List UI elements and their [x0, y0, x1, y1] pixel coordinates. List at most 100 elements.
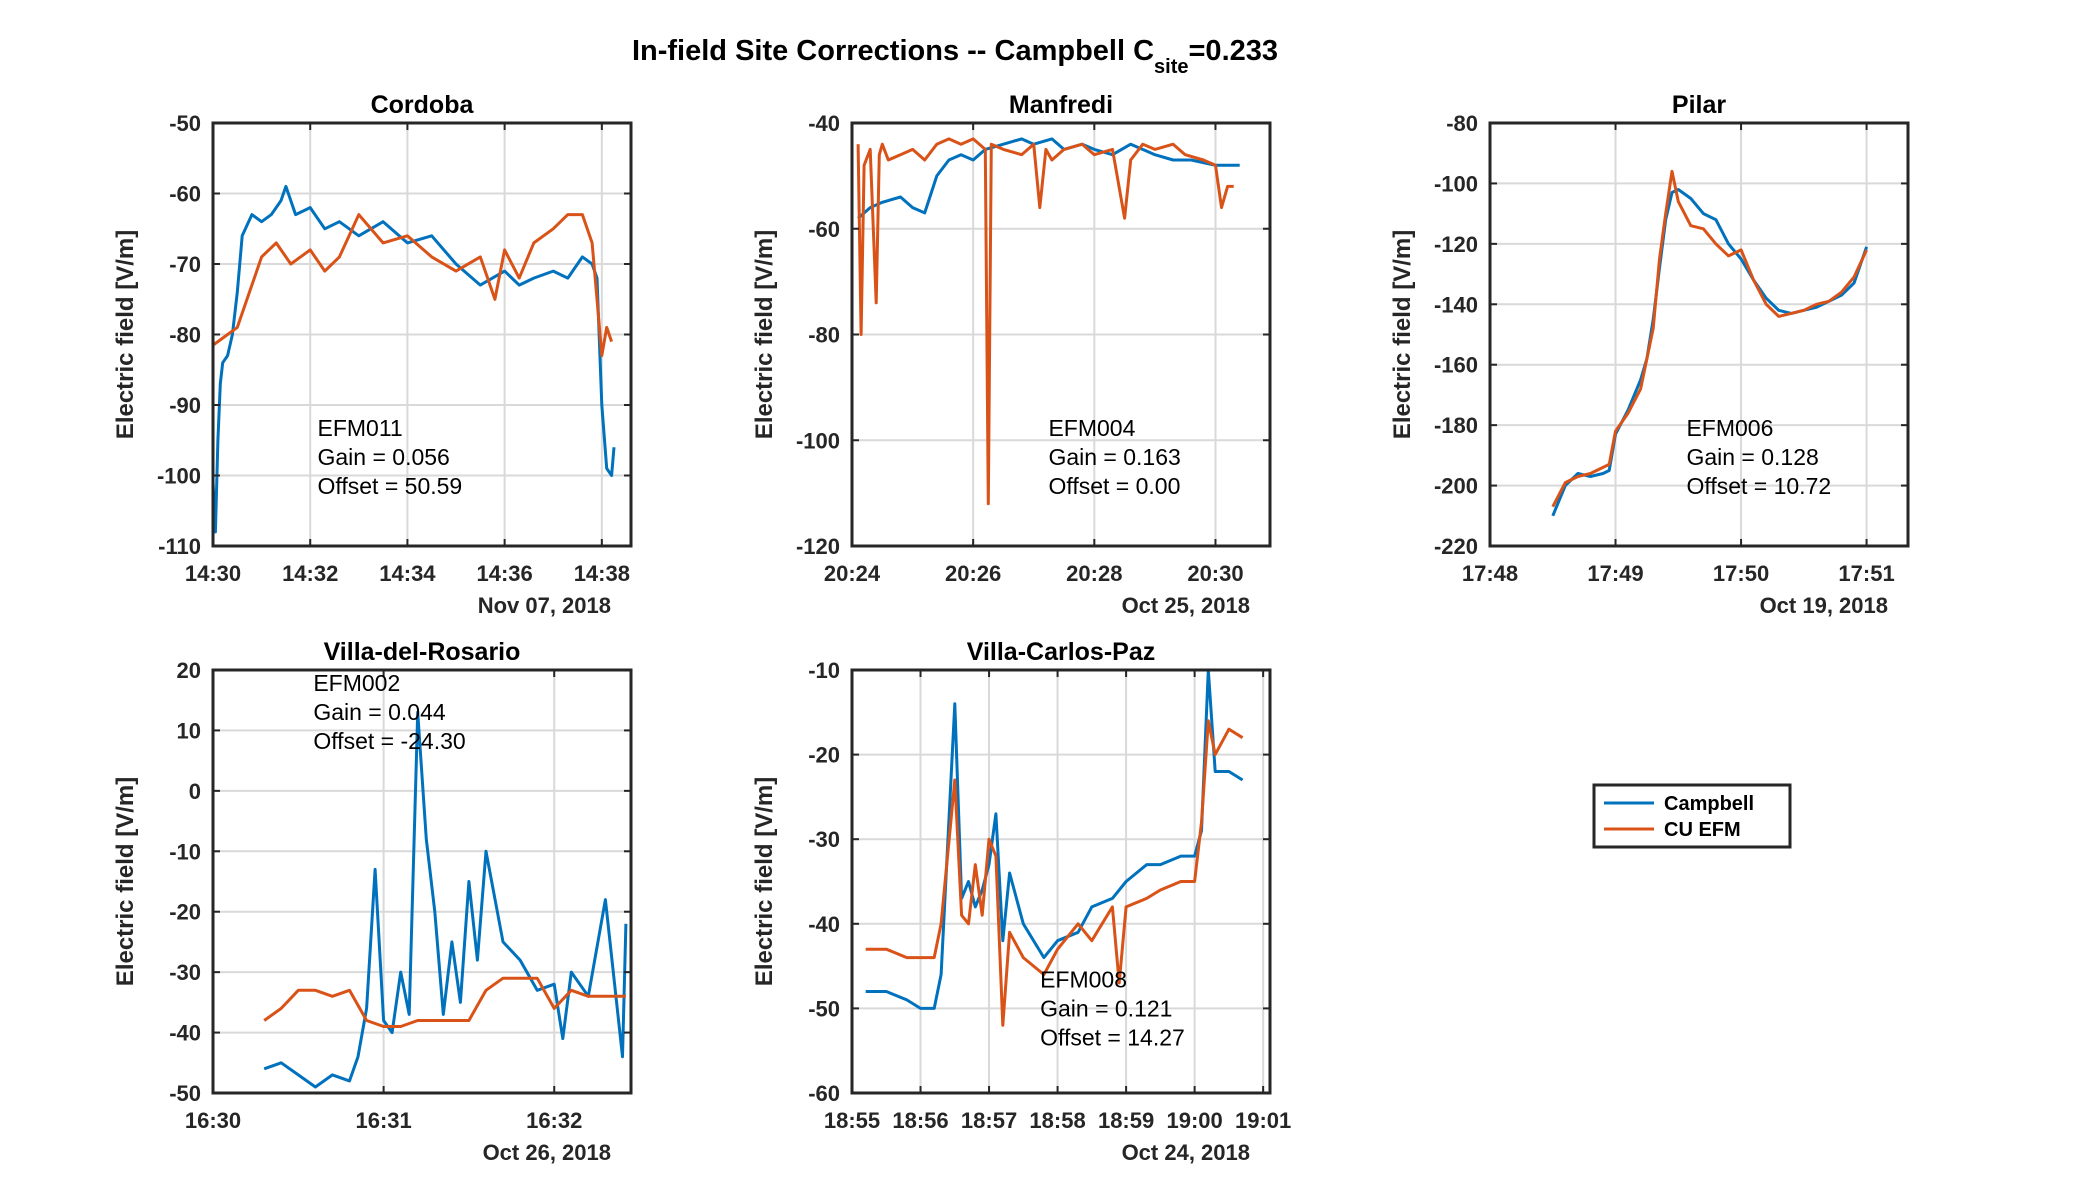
y-tick-label: -30 — [808, 827, 840, 852]
figure-title-tail: =0.233 — [1189, 35, 1279, 67]
subplot-manfredi: 20:24 20:26 20:28 20:30 -40 -60 -80 -100 -120 Oct… — [751, 91, 1272, 618]
efm-annotation-line: EFM006 — [1686, 415, 1773, 441]
x-tick-label: 14:32 — [282, 561, 338, 586]
y-tick-label: -100 — [157, 464, 201, 489]
x-tick-label: 17:48 — [1462, 561, 1518, 586]
subplot-title: Cordoba — [371, 91, 475, 119]
x-tick-label: 17:51 — [1838, 561, 1894, 586]
x-tick-label: 17:50 — [1713, 561, 1769, 586]
efm-annotation-line: EFM004 — [1048, 415, 1135, 441]
y-tick-label: -80 — [169, 323, 201, 348]
legend: Campbell CU EFM — [1592, 783, 1792, 849]
x-tick-label: 14:30 — [185, 561, 241, 586]
series-line-campbell — [857, 137, 1240, 220]
x-tick-label: 16:31 — [355, 1108, 411, 1133]
x-tick-label: 20:30 — [1187, 561, 1243, 586]
x-date-label: Nov 07, 2018 — [478, 593, 611, 618]
subplot-cordoba: 14:30 14:32 14:34 14:36 14:38 -50 -60 -70 -80 -90… — [112, 91, 633, 618]
y-tick-label: -30 — [169, 960, 201, 985]
series-line-campbell — [263, 710, 628, 1089]
figure-title-main: In-field Site Corrections -- Campbell C — [632, 35, 1154, 67]
x-tick-label: 18:56 — [892, 1108, 948, 1133]
x-tick-label: 14:38 — [574, 561, 630, 586]
efm-annotation-line: Offset = -24.30 — [313, 728, 465, 754]
x-tick-label: 20:26 — [945, 561, 1001, 586]
subplot-title: Villa-Carlos-Paz — [967, 638, 1156, 666]
x-tick-label: 19:00 — [1166, 1108, 1222, 1133]
x-tick-label: 20:24 — [824, 561, 881, 586]
axes-frame — [850, 668, 1272, 1095]
subplot-title: Villa-del-Rosario — [324, 638, 521, 666]
figure-title-subscript: site — [1154, 56, 1188, 78]
x-tick-label: 17:49 — [1587, 561, 1643, 586]
y-tick-label: -70 — [169, 252, 201, 277]
efm-annotation-line: Offset = 0.00 — [1048, 473, 1180, 499]
x-tick-label: 14:34 — [379, 561, 436, 586]
y-tick-label: -120 — [1434, 232, 1478, 257]
x-tick-label: 16:30 — [185, 1108, 241, 1133]
y-tick-label: -10 — [169, 839, 201, 864]
y-tick-label: -100 — [1434, 171, 1478, 196]
y-axis-label: Electric field [V/m] — [112, 777, 139, 986]
y-tick-label: -50 — [169, 111, 201, 136]
efm-annotation-line: EFM008 — [1040, 966, 1127, 992]
y-tick-label: -90 — [169, 393, 201, 418]
y-tick-label: 10 — [177, 718, 201, 743]
y-tick-label: -20 — [808, 743, 840, 768]
legend-box — [1592, 783, 1792, 849]
series-line-cu-efm — [213, 213, 614, 358]
y-tick-label: -180 — [1434, 413, 1478, 438]
series-line-cu-efm — [865, 719, 1244, 1027]
y-axis-label: Electric field [V/m] — [112, 230, 139, 439]
y-tick-label: -200 — [1434, 474, 1478, 499]
x-date-label: Oct 24, 2018 — [1122, 1140, 1250, 1165]
efm-annotation-line: Gain = 0.044 — [313, 699, 446, 725]
subplot-villa-carlos-paz: 18:55 18:56 18:57 18:58 18:59 19:00 19:01 -10 -2… — [751, 638, 1291, 1165]
x-tick-label: 19:01 — [1235, 1108, 1291, 1133]
y-axis-label: Electric field [V/m] — [1389, 230, 1416, 439]
y-tick-label: -50 — [808, 996, 840, 1021]
y-tick-label: -220 — [1434, 534, 1478, 559]
x-tick-label: 14:36 — [476, 561, 532, 586]
y-tick-label: -50 — [169, 1081, 201, 1106]
subplot-pilar: 17:48 17:49 17:50 17:51 -80 -100 -120 -140 -160 -… — [1389, 91, 1910, 618]
y-tick-label: -80 — [1446, 111, 1478, 136]
y-tick-label: 0 — [189, 779, 201, 804]
subplot-title: Pilar — [1672, 91, 1726, 119]
y-tick-label: -120 — [796, 534, 840, 559]
x-tick-label: 20:28 — [1066, 561, 1122, 586]
x-date-label: Oct 25, 2018 — [1122, 593, 1250, 618]
x-tick-label: 18:58 — [1029, 1108, 1085, 1133]
y-tick-label: 20 — [177, 658, 201, 683]
axes-frame — [1488, 121, 1910, 548]
y-tick-label: -80 — [808, 323, 840, 348]
y-tick-label: -60 — [808, 217, 840, 242]
series-line-campbell — [865, 670, 1244, 1010]
y-axis-label: Electric field [V/m] — [751, 777, 778, 986]
y-tick-label: -110 — [158, 534, 201, 559]
efm-annotation-line: Offset = 10.72 — [1686, 473, 1831, 499]
series-line-cu-efm — [263, 976, 626, 1028]
y-tick-label: -60 — [808, 1081, 840, 1106]
y-tick-label: -40 — [169, 1021, 201, 1046]
series-line-campbell — [213, 184, 616, 534]
series-line-cu-efm — [1551, 169, 1868, 508]
y-tick-label: -160 — [1434, 353, 1478, 378]
x-tick-label: 16:32 — [526, 1108, 582, 1133]
y-axis-label: Electric field [V/m] — [751, 230, 778, 439]
y-tick-label: -140 — [1434, 292, 1478, 317]
series-line-cu-efm — [856, 137, 1234, 506]
y-tick-label: -100 — [796, 428, 840, 453]
efm-annotation-line: Offset = 14.27 — [1040, 1024, 1185, 1050]
efm-annotation-line: Gain = 0.121 — [1040, 995, 1172, 1021]
efm-annotation-line: EFM011 — [318, 415, 403, 441]
efm-annotation-line: Gain = 0.128 — [1686, 444, 1818, 470]
subplot-villa-del-rosario: 16:30 16:31 16:32 20 10 0 -10 -20 -30 -40 -50 Oct 2… — [112, 638, 633, 1165]
y-tick-label: -40 — [808, 111, 840, 136]
legend-label: CU EFM — [1664, 819, 1741, 841]
legend-label: Campbell — [1664, 793, 1754, 815]
axes-frame — [211, 668, 633, 1095]
efm-annotation-line: Gain = 0.163 — [1048, 444, 1180, 470]
x-tick-label: 18:55 — [824, 1108, 880, 1133]
